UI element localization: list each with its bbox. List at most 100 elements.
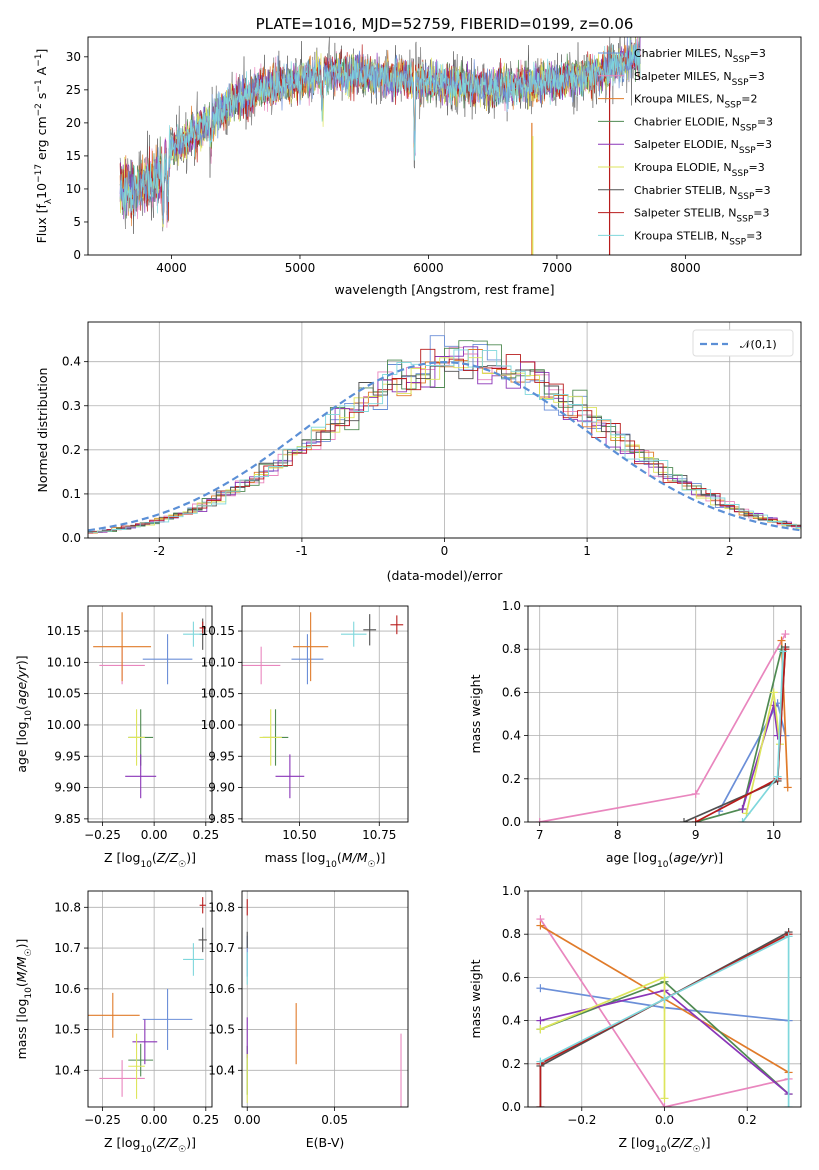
x-tick-label: −0.2 [567,1113,596,1127]
x-axis-label: age [log10(age/yr)] [606,850,723,870]
histogram-series-6 [88,365,801,534]
y-tick-label: 10.6 [208,982,235,996]
x-tick-label: 7 [536,828,544,842]
x-axis-label: Z [log10(Z/Z☉)] [619,1135,711,1155]
panel-5-frame [87,890,213,1108]
y-tick-label: 10.5 [54,1023,81,1037]
y-tick-label: 20 [66,116,81,130]
x-tick-label: 10.75 [362,828,396,842]
y-axis-label: Flux [fλ10−17 erg cm−2 s−1 A−1] [34,49,54,244]
legend-entry: Salpeter ELODIE, NSSP=3 [634,138,772,156]
histogram-series-7 [88,348,801,534]
x-axis-label: Z [log10(Z/Z☉)] [104,850,196,870]
legend-entry: Chabrier MILES, NSSP=3 [634,47,766,65]
x-tick-label: 8000 [670,261,701,275]
y-tick-label: 25 [66,83,81,97]
errorbars [246,899,402,1107]
y-tick-label: 9.85 [208,812,235,826]
x-tick-label: -2 [153,544,165,558]
legend-entry: Salpeter STELIB, NSSP=3 [634,207,770,225]
x-axis-label: (data-model)/error [387,568,504,583]
y-tick-label: 5 [73,215,81,229]
legend-box [692,329,794,357]
y-tick-label: 0 [73,248,81,262]
y-tick-label: 9.90 [208,781,235,795]
y-tick-label: 10.8 [54,900,81,914]
x-tick-label: 10 [766,828,781,842]
histogram-steps [88,335,801,535]
y-tick-label: 0.2 [502,772,521,786]
y-tick-label: 9.85 [54,812,81,826]
y-tick-label: 9.90 [54,781,81,795]
y-tick-label: 10.5 [208,1023,235,1037]
y-tick-label: 10.05 [201,687,235,701]
y-tick-label: 9.95 [54,749,81,763]
weight-series-1 [539,918,789,1107]
panel-3-frame [241,605,409,823]
y-tick-label: 10.00 [201,718,235,732]
x-tick-label: 7000 [542,261,573,275]
legend-entry: Salpeter MILES, NSSP=3 [634,70,765,88]
y-tick-label: 10.7 [54,941,81,955]
y-tick-label: 10.7 [208,941,235,955]
x-tick-label: 0.00 [234,1113,261,1127]
chart-title: PLATE=1016, MJD=52759, FIBERID=0199, z=0… [256,15,634,33]
spectrum-lines [119,37,641,255]
y-tick-label: 0.2 [62,443,81,457]
y-tick-label: 10 [66,182,81,196]
weight-lines [536,915,793,1107]
panel-4-frame [527,605,802,823]
x-tick-label: 4000 [156,261,187,275]
y-tick-label: 10.00 [47,718,81,732]
y-tick-label: 0.6 [502,685,521,699]
weight-series-8 [540,935,790,1107]
x-axis-label: Z [log10(Z/Z☉)] [104,1135,196,1155]
y-tick-label: 0.0 [62,531,81,545]
x-tick-label: −0.25 [84,1113,121,1127]
y-tick-label: 10.8 [208,900,235,914]
legend-entry: Kroupa ELODIE, NSSP=3 [634,161,765,179]
legend-entry: Chabrier ELODIE, NSSP=3 [634,115,773,133]
weight-series-6 [683,646,787,822]
legend-entry: 𝒩(0,1) [740,338,777,351]
y-tick-label: 9.95 [208,749,235,763]
y-tick-label: 0.8 [502,642,521,656]
y-axis-label: Normed distribution [35,368,50,493]
x-tick-label: 0.00 [141,828,168,842]
y-tick-label: 10.05 [47,687,81,701]
histogram-series-8 [88,349,801,533]
x-tick-label: 0 [441,544,449,558]
x-axis-label: wavelength [Angstrom, rest frame] [334,282,554,297]
panel-2-frame [87,605,213,823]
y-tick-label: 10.15 [201,624,235,638]
x-tick-label: −0.25 [84,828,121,842]
x-tick-label: 6000 [413,261,444,275]
x-tick-label: 2 [726,544,734,558]
y-tick-label: 1.0 [502,884,521,898]
y-tick-label: 1.0 [502,599,521,613]
y-axis-label: age [log10(age/yr)] [14,655,34,772]
x-tick-label: 0.25 [192,1113,219,1127]
y-tick-label: 0.0 [502,1100,521,1114]
y-axis-label: mass weight [468,674,483,753]
x-axis-label: mass [log10(M/M☉)] [265,850,386,870]
y-axis-label: mass weight [468,959,483,1038]
errorbars [88,897,207,1099]
y-tick-label: 0.4 [502,729,521,743]
x-tick-label: 0.2 [738,1113,757,1127]
y-tick-label: 0.2 [502,1057,521,1071]
legend-entry: Kroupa STELIB, NSSP=3 [634,229,762,247]
x-tick-label: 10.50 [282,828,316,842]
x-tick-label: 0.0 [655,1113,674,1127]
x-tick-label: 0.25 [192,828,219,842]
normal-curve [88,360,801,532]
y-tick-label: 10.6 [54,982,81,996]
spectrum-series-8 [119,37,641,220]
y-tick-label: 0.3 [62,399,81,413]
y-tick-label: 0.6 [502,970,521,984]
errorbars [242,612,404,799]
y-tick-label: 15 [66,149,81,163]
histogram-frame [87,321,802,539]
y-tick-label: 10.4 [208,1063,235,1077]
